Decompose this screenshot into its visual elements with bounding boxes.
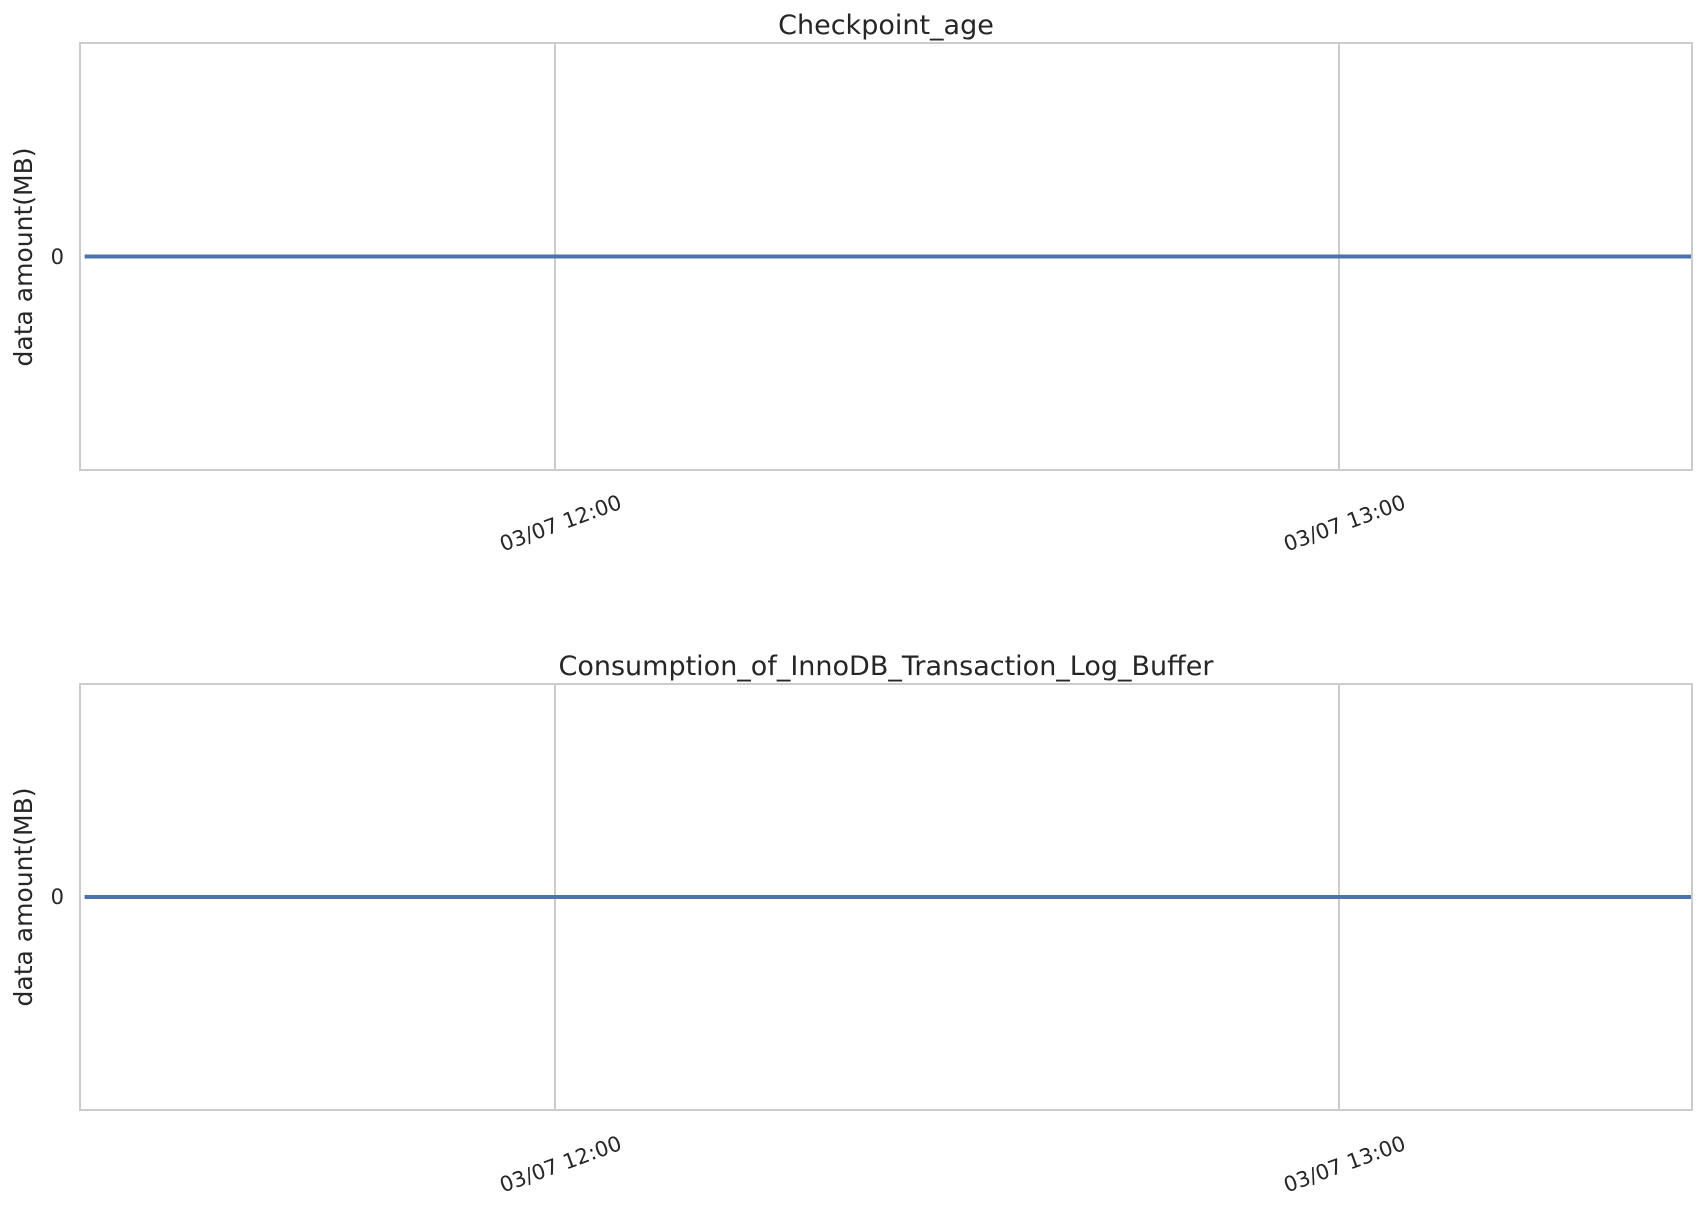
y-tick-label: 0 <box>51 245 64 269</box>
y-tick-label: 0 <box>51 885 64 909</box>
x-tick-label: 03/07 12:00 <box>496 1131 624 1197</box>
plot-frame <box>79 42 1693 471</box>
chart-panel-checkpoint-age: Checkpoint_age data amount(MB) 0 03/07 1… <box>9 10 1693 556</box>
chart-title: Checkpoint_age <box>778 10 994 41</box>
chart-title: Consumption_of_InnoDB_Transaction_Log_Bu… <box>558 651 1214 682</box>
plot-frame <box>79 683 1693 1111</box>
y-axis-label: data amount(MB) <box>9 788 38 1007</box>
y-axis-label: data amount(MB) <box>9 148 38 367</box>
x-tick-label: 03/07 13:00 <box>1280 1131 1408 1197</box>
x-tick-label: 03/07 12:00 <box>496 490 624 556</box>
chart-panel-innodb-log-buffer: Consumption_of_InnoDB_Transaction_Log_Bu… <box>9 651 1693 1197</box>
x-tick-label: 03/07 13:00 <box>1280 490 1408 556</box>
